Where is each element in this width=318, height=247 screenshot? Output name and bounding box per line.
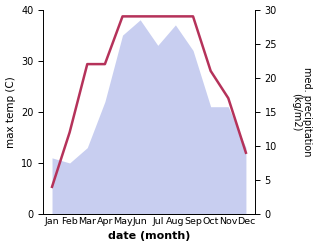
Y-axis label: max temp (C): max temp (C) <box>5 76 16 148</box>
X-axis label: date (month): date (month) <box>108 231 190 242</box>
Y-axis label: med. precipitation
(kg/m2): med. precipitation (kg/m2) <box>291 67 313 157</box>
